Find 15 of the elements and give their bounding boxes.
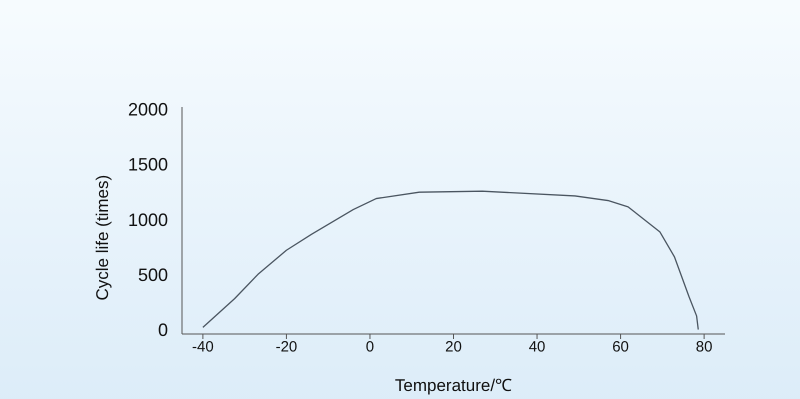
x-tick-label: -20 — [276, 338, 298, 356]
y-tick-label: 1500 — [128, 154, 168, 175]
x-tick-label: 80 — [696, 338, 712, 356]
x-axis-title: Temperature/℃ — [394, 376, 512, 395]
y-axis-title: Cycle life (times) — [93, 174, 112, 300]
x-tick-label: 40 — [528, 338, 546, 356]
y-tick-label: 500 — [138, 264, 168, 285]
x-tick-label: -40 — [192, 338, 214, 356]
x-tick-label: 0 — [366, 338, 374, 356]
y-tick-label: 0 — [158, 320, 168, 340]
y-tick-label: 2000 — [128, 100, 168, 120]
x-tick-label: 60 — [612, 338, 629, 356]
line-series — [202, 190, 699, 330]
y-tick-label: 1000 — [128, 210, 168, 230]
x-tick-label: 20 — [445, 338, 462, 356]
